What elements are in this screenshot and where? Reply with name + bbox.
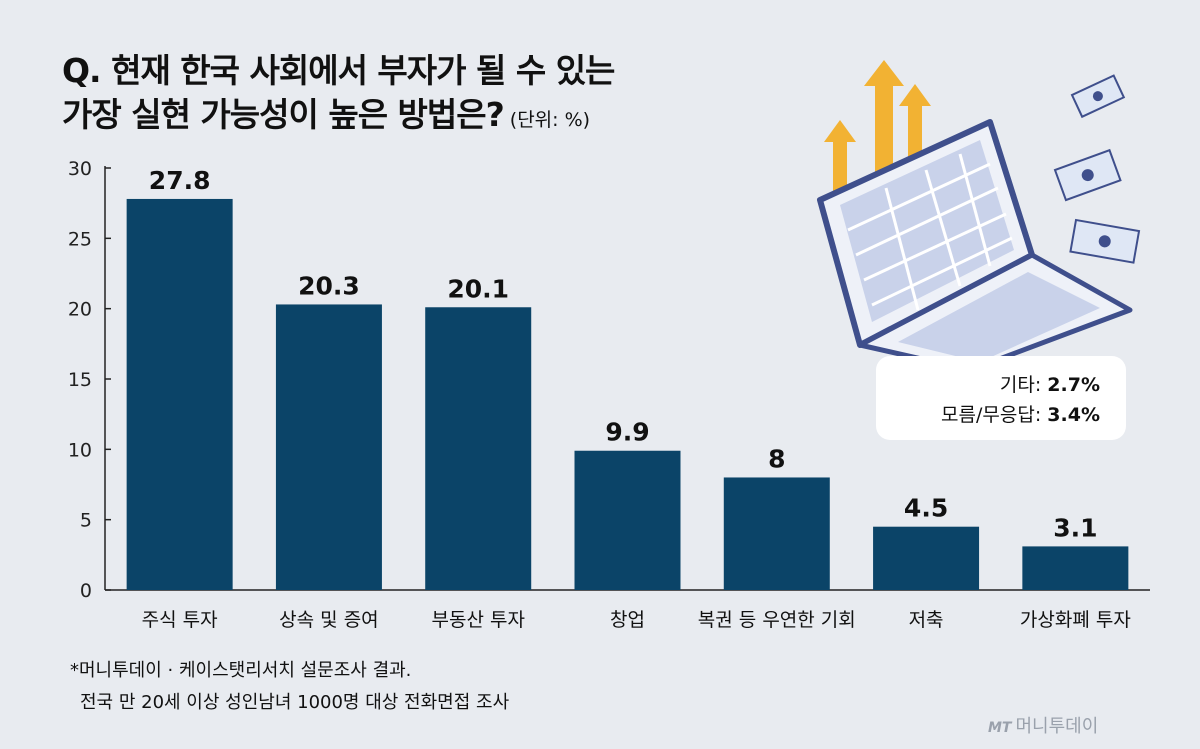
bar — [425, 307, 532, 590]
source-note: *머니투데이 · 케이스탯리서치 설문조사 결과. — [70, 660, 412, 681]
no-answer-row: 모름/무응답: 3.4% — [941, 400, 1100, 427]
survey-note: 전국 만 20세 이상 성인남녀 1000명 대상 전화면접 조사 — [80, 692, 510, 713]
unit-label: (단위: %) — [509, 109, 591, 131]
other-label: 기타: — [999, 374, 1042, 396]
chart-title-line2: 가장 실현 가능성이 높은 방법은? (단위: %) — [62, 88, 590, 136]
banknote-icon — [1053, 148, 1122, 202]
y-tick-label: 25 — [68, 228, 92, 250]
data-label: 3.1 — [1053, 513, 1097, 542]
bar — [723, 477, 830, 590]
y-tick-label: 10 — [68, 439, 92, 461]
bar — [1022, 546, 1129, 590]
x-category-label: 주식 투자 — [142, 609, 218, 631]
up-arrow-icon — [864, 60, 904, 180]
other-row: 기타: 2.7% — [1000, 370, 1100, 397]
y-tick-label: 5 — [80, 510, 92, 532]
x-category-label: 가상화폐 투자 — [1020, 609, 1131, 631]
data-label: 8 — [768, 444, 785, 473]
x-category-label: 복권 등 우연한 기회 — [698, 609, 856, 631]
no-answer-label: 모름/무응답: — [941, 404, 1042, 426]
x-category-label: 저축 — [909, 609, 944, 631]
x-category-label: 상속 및 증여 — [279, 609, 378, 631]
data-label: 20.3 — [298, 271, 360, 300]
brand-logo: MT 머니투데이 — [988, 712, 1098, 738]
banknote-icon — [1070, 74, 1126, 119]
chart-title-line1: Q. 현재 한국 사회에서 부자가 될 수 있는 — [62, 51, 615, 90]
laptop-money-illustration — [817, 60, 1141, 370]
x-category-label: 부동산 투자 — [431, 609, 524, 631]
data-label: 27.8 — [149, 166, 211, 195]
other-value: 2.7% — [1047, 374, 1100, 396]
bar — [873, 526, 980, 590]
x-category-label: 창업 — [610, 609, 645, 631]
bar — [275, 304, 382, 590]
data-label: 4.5 — [904, 494, 948, 523]
y-tick-label: 30 — [68, 158, 92, 180]
y-tick-label: 0 — [80, 580, 92, 602]
y-tick-label: 15 — [68, 369, 92, 391]
bar — [574, 450, 681, 590]
data-label: 9.9 — [605, 418, 649, 447]
data-label: 20.1 — [447, 274, 509, 303]
chart-title-line2-text: 가장 실현 가능성이 높은 방법은? — [62, 95, 505, 134]
other-responses-box: 기타: 2.7% 모름/무응답: 3.4% — [876, 356, 1126, 440]
logo-mark: MT — [988, 720, 1012, 736]
logo-text: 머니투데이 — [1015, 716, 1099, 737]
banknote-icon — [1069, 218, 1141, 264]
no-answer-value: 3.4% — [1047, 404, 1100, 426]
bar — [126, 198, 233, 591]
y-tick-label: 20 — [68, 299, 92, 321]
up-arrow-icon — [824, 120, 856, 192]
